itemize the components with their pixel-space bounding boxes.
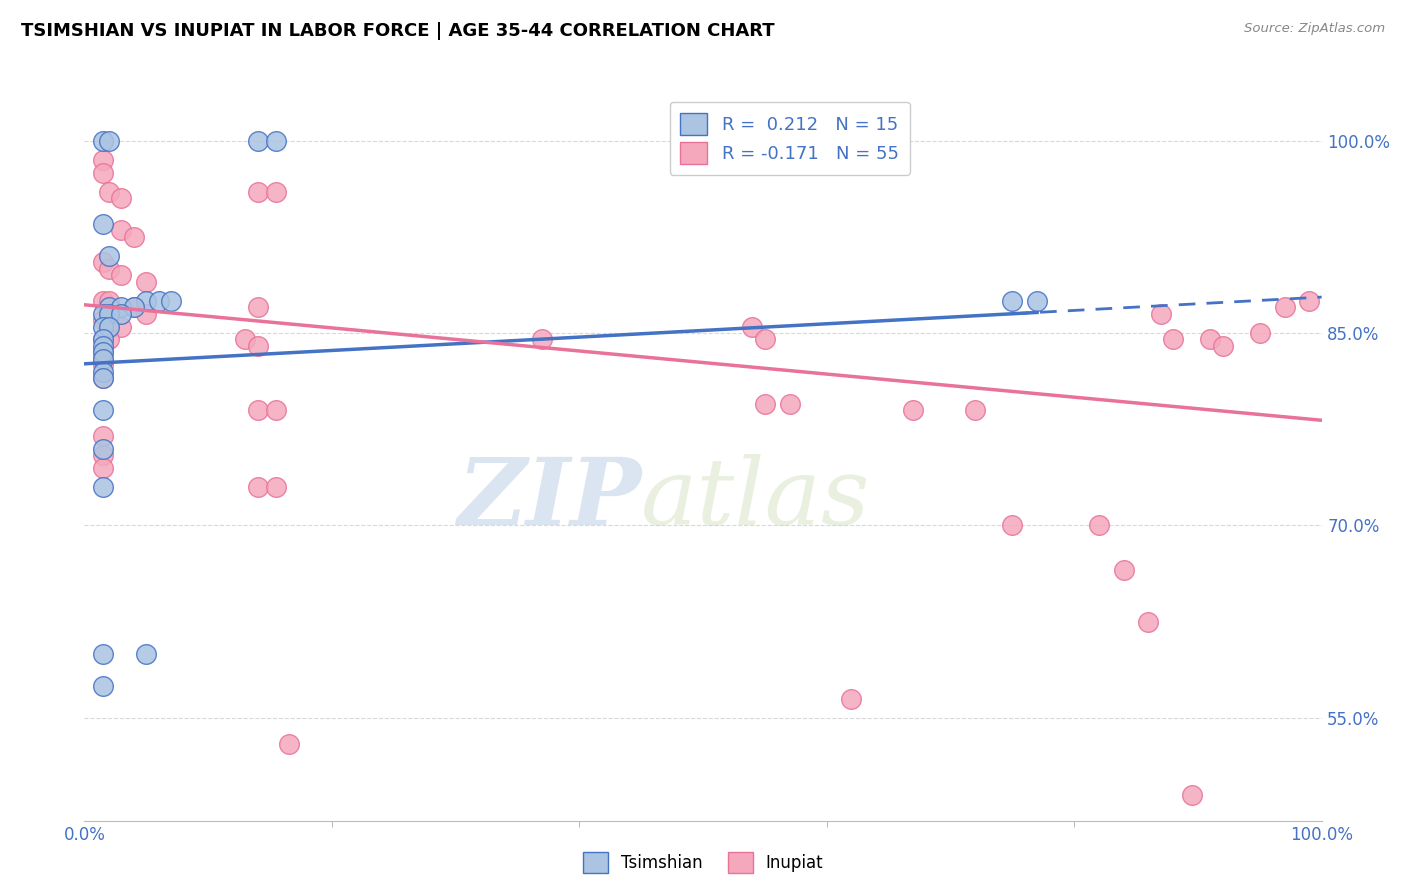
Point bbox=[91, 358, 114, 372]
Point bbox=[91, 679, 114, 693]
Point bbox=[110, 307, 132, 321]
Point bbox=[1249, 326, 1271, 340]
Point bbox=[110, 223, 132, 237]
Point bbox=[98, 249, 121, 263]
Point bbox=[122, 301, 145, 315]
Point bbox=[135, 293, 157, 308]
Point bbox=[91, 307, 114, 321]
Point bbox=[91, 351, 114, 366]
Point bbox=[148, 293, 170, 308]
Text: Source: ZipAtlas.com: Source: ZipAtlas.com bbox=[1244, 22, 1385, 36]
Point bbox=[1026, 293, 1049, 308]
Point bbox=[98, 319, 121, 334]
Point bbox=[91, 345, 114, 359]
Text: TSIMSHIAN VS INUPIAT IN LABOR FORCE | AGE 35-44 CORRELATION CHART: TSIMSHIAN VS INUPIAT IN LABOR FORCE | AG… bbox=[21, 22, 775, 40]
Point bbox=[1137, 615, 1160, 629]
Point bbox=[98, 134, 121, 148]
Point bbox=[91, 364, 114, 378]
Point bbox=[91, 428, 114, 442]
Point bbox=[246, 134, 269, 148]
Legend: R =  0.212   N = 15, R = -0.171   N = 55: R = 0.212 N = 15, R = -0.171 N = 55 bbox=[669, 102, 910, 175]
Point bbox=[91, 460, 114, 475]
Point bbox=[246, 403, 269, 417]
Point bbox=[91, 448, 114, 462]
Point bbox=[91, 403, 114, 417]
Point bbox=[1181, 788, 1204, 802]
Point bbox=[98, 307, 121, 321]
Point bbox=[1161, 333, 1184, 347]
Point bbox=[98, 333, 121, 347]
Point bbox=[264, 480, 287, 494]
Point bbox=[1199, 333, 1222, 347]
Point bbox=[277, 737, 299, 751]
Point bbox=[233, 333, 256, 347]
Point bbox=[754, 396, 776, 410]
Text: atlas: atlas bbox=[641, 454, 870, 544]
Point bbox=[965, 403, 987, 417]
Point bbox=[1274, 301, 1296, 315]
Point bbox=[741, 319, 763, 334]
Point bbox=[1088, 518, 1111, 533]
Legend: Tsimshian, Inupiat: Tsimshian, Inupiat bbox=[576, 846, 830, 880]
Text: ZIP: ZIP bbox=[457, 454, 641, 544]
Point bbox=[91, 134, 114, 148]
Point bbox=[98, 185, 121, 199]
Point bbox=[91, 217, 114, 231]
Point bbox=[91, 351, 114, 366]
Point bbox=[246, 301, 269, 315]
Point bbox=[91, 293, 114, 308]
Point bbox=[91, 313, 114, 327]
Point bbox=[91, 371, 114, 385]
Point bbox=[91, 166, 114, 180]
Point bbox=[91, 480, 114, 494]
Point bbox=[122, 301, 145, 315]
Point bbox=[98, 319, 121, 334]
Point bbox=[246, 480, 269, 494]
Point bbox=[1001, 293, 1024, 308]
Point bbox=[1150, 307, 1173, 321]
Point bbox=[91, 319, 114, 334]
Point bbox=[91, 647, 114, 661]
Point bbox=[1001, 518, 1024, 533]
Point bbox=[264, 134, 287, 148]
Point bbox=[160, 293, 183, 308]
Point bbox=[91, 371, 114, 385]
Point bbox=[754, 333, 776, 347]
Point bbox=[246, 185, 269, 199]
Point bbox=[1112, 563, 1135, 577]
Point bbox=[91, 333, 114, 347]
Point bbox=[135, 275, 157, 289]
Point bbox=[110, 301, 132, 315]
Point bbox=[110, 319, 132, 334]
Point bbox=[246, 339, 269, 353]
Point bbox=[135, 307, 157, 321]
Point bbox=[1212, 339, 1234, 353]
Point bbox=[779, 396, 801, 410]
Point bbox=[91, 255, 114, 269]
Point bbox=[91, 345, 114, 359]
Point bbox=[264, 185, 287, 199]
Point bbox=[91, 153, 114, 167]
Point bbox=[91, 333, 114, 347]
Point bbox=[122, 229, 145, 244]
Point bbox=[110, 191, 132, 205]
Point bbox=[91, 339, 114, 353]
Point bbox=[91, 442, 114, 456]
Point bbox=[841, 691, 863, 706]
Point bbox=[98, 293, 121, 308]
Point bbox=[531, 333, 554, 347]
Point bbox=[135, 647, 157, 661]
Point bbox=[264, 403, 287, 417]
Point bbox=[98, 301, 121, 315]
Point bbox=[98, 261, 121, 276]
Point bbox=[903, 403, 925, 417]
Point bbox=[1298, 293, 1320, 308]
Point bbox=[110, 268, 132, 283]
